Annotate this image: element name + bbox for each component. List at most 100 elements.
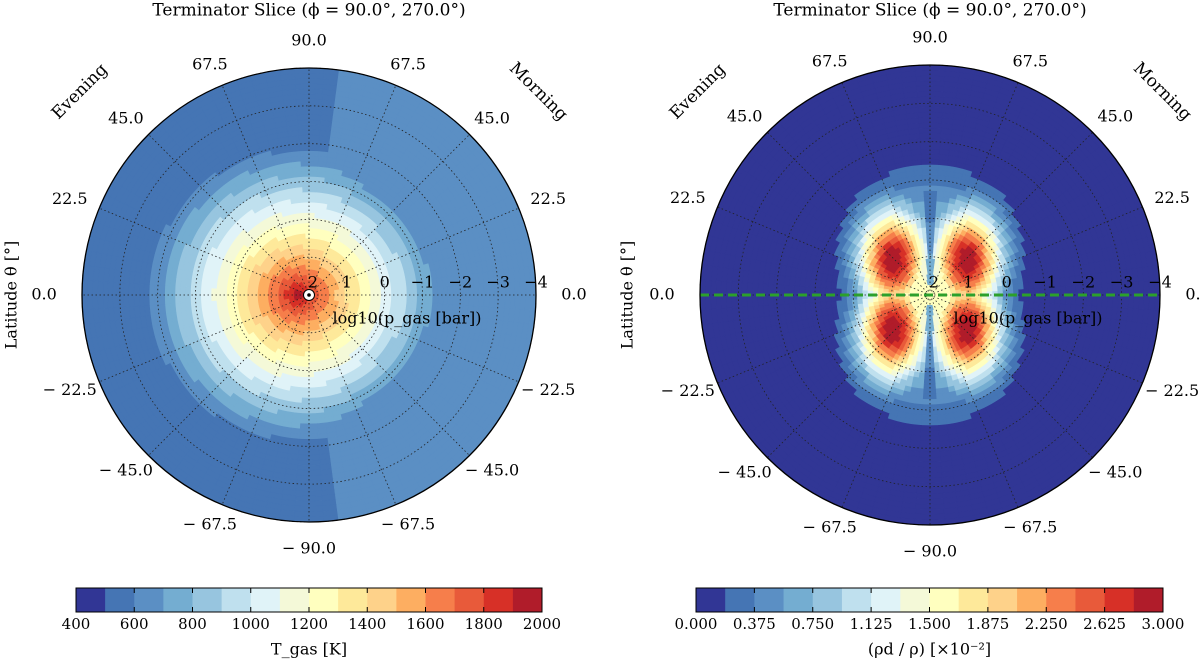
field-cell <box>299 423 310 430</box>
field-cell <box>257 291 263 296</box>
field-cell <box>133 283 140 296</box>
field-cell <box>148 284 155 296</box>
field-cell <box>302 382 310 389</box>
field-cell <box>296 202 304 209</box>
field-cell <box>308 253 313 260</box>
angular-tick-label: 22.5 <box>530 189 566 208</box>
colorbar-cell <box>396 588 426 612</box>
field-cell <box>299 433 310 440</box>
field-cell <box>314 202 322 209</box>
field-cell <box>252 287 259 292</box>
field-cell <box>308 490 323 497</box>
field-cell <box>308 433 319 440</box>
colorbar-cell <box>483 588 514 612</box>
field-cell <box>488 294 496 308</box>
field-cell <box>308 243 313 249</box>
field-cell <box>385 299 392 307</box>
field-cell <box>267 291 274 296</box>
field-cell <box>303 371 310 378</box>
field-cell <box>236 285 243 291</box>
side-label-morning: Morning <box>505 58 572 125</box>
field-cell <box>308 212 315 219</box>
field-cell <box>380 299 387 306</box>
field-cell <box>86 294 94 310</box>
field-cell <box>300 407 310 414</box>
field-cell <box>304 351 310 358</box>
radial-tick-label: −1 <box>411 273 435 292</box>
field-cell <box>370 298 377 305</box>
field-cell <box>308 480 322 487</box>
field-cell <box>437 294 444 305</box>
field-cell <box>308 361 315 368</box>
colorbar-tick-label: 2000 <box>523 615 561 633</box>
field-cell <box>349 294 356 299</box>
field-cell <box>308 258 312 265</box>
field-cell <box>308 464 321 471</box>
field-cell <box>148 294 155 306</box>
field-cell <box>299 155 310 162</box>
field-cell <box>305 335 310 342</box>
field-cell <box>295 191 303 199</box>
field-cell <box>308 371 315 378</box>
field-cell <box>308 196 316 203</box>
field-cell <box>514 280 521 296</box>
field-cell <box>164 285 171 296</box>
field-cell <box>295 490 310 497</box>
colorbar-cell <box>454 588 485 612</box>
field-cell <box>159 294 166 306</box>
field-cell <box>400 300 408 309</box>
field-cell <box>236 294 243 301</box>
field-cell <box>210 281 218 290</box>
colorbar-tick-label: 1800 <box>465 615 503 633</box>
field-cell <box>308 382 316 389</box>
field-cell <box>241 285 248 292</box>
field-cell <box>236 289 243 296</box>
field-cell <box>231 294 238 301</box>
field-cell <box>478 294 485 307</box>
angular-tick-label: − 90.0 <box>282 538 336 557</box>
field-cell <box>102 281 109 296</box>
field-cell <box>375 299 382 305</box>
field-cell <box>312 232 318 240</box>
field-cell <box>308 191 317 198</box>
field-cell <box>246 294 253 300</box>
field-cell <box>174 294 181 305</box>
field-cell <box>308 248 313 255</box>
field-cell <box>509 281 516 296</box>
field-cell <box>308 170 318 177</box>
field-cell <box>210 288 217 296</box>
field-cell <box>226 283 233 291</box>
field-cell <box>473 294 480 307</box>
field-cell <box>468 294 475 307</box>
field-cell <box>308 428 319 435</box>
field-cell <box>432 294 439 304</box>
field-cell <box>164 294 171 305</box>
field-cell <box>305 341 310 347</box>
field-cell <box>400 281 408 290</box>
field-cell <box>294 510 310 518</box>
field-cell <box>97 280 104 296</box>
field-cell <box>200 294 207 303</box>
field-cell <box>299 361 305 368</box>
field-cell <box>299 160 310 167</box>
field-cell <box>301 345 306 352</box>
angular-tick-label: − 45.0 <box>465 461 519 480</box>
colorbar-cell <box>250 588 281 612</box>
field-cell <box>313 217 320 224</box>
field-cell <box>308 186 317 193</box>
field-cell <box>301 402 310 409</box>
angular-tick-label: − 45.0 <box>99 461 153 480</box>
field-cell <box>295 391 303 399</box>
field-cell <box>298 366 305 373</box>
field-cell <box>298 145 310 152</box>
side-label-evening: Evening <box>48 60 112 124</box>
field-cell <box>308 201 316 208</box>
field-cell <box>308 124 321 131</box>
field-cell <box>298 443 310 451</box>
field-cell <box>190 294 197 304</box>
field-cell <box>295 386 304 394</box>
field-cell <box>195 287 202 296</box>
field-cell <box>308 98 323 105</box>
field-cell <box>299 356 306 363</box>
